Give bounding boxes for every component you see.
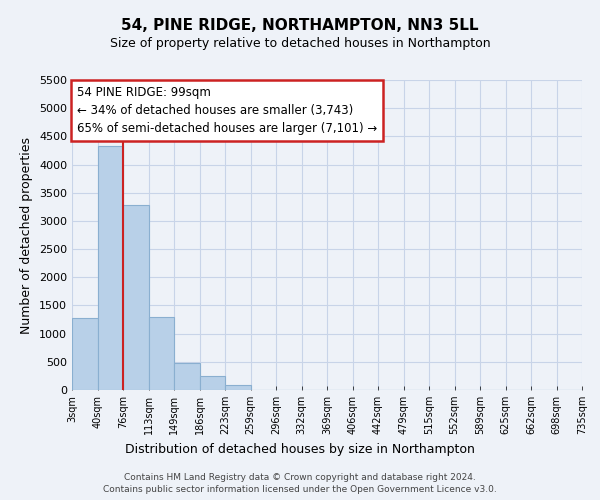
Bar: [225, 385, 251, 390]
Bar: [97, 146, 123, 390]
Y-axis label: Number of detached properties: Number of detached properties: [20, 136, 34, 334]
Text: 54, PINE RIDGE, NORTHAMPTON, NN3 5LL: 54, PINE RIDGE, NORTHAMPTON, NN3 5LL: [121, 18, 479, 32]
Text: Size of property relative to detached houses in Northampton: Size of property relative to detached ho…: [110, 38, 490, 51]
Bar: [123, 204, 149, 390]
Text: Distribution of detached houses by size in Northampton: Distribution of detached houses by size …: [125, 442, 475, 456]
Bar: [72, 318, 97, 390]
Bar: [174, 363, 199, 390]
Text: Contains public sector information licensed under the Open Government Licence v3: Contains public sector information licen…: [103, 485, 497, 494]
Text: 54 PINE RIDGE: 99sqm
← 34% of detached houses are smaller (3,743)
65% of semi-de: 54 PINE RIDGE: 99sqm ← 34% of detached h…: [77, 86, 377, 135]
Bar: [199, 376, 225, 390]
Text: Contains HM Land Registry data © Crown copyright and database right 2024.: Contains HM Land Registry data © Crown c…: [124, 472, 476, 482]
Bar: [149, 318, 174, 390]
